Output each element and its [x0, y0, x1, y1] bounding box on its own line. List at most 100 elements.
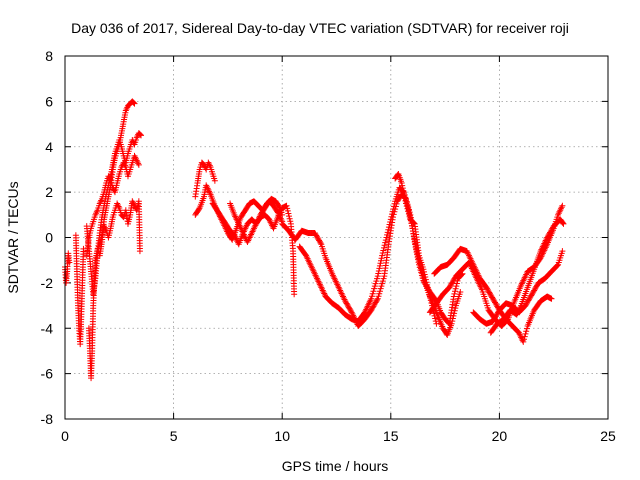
x-tick-label: 0 [61, 428, 69, 444]
data-point [449, 318, 456, 325]
data-point [528, 292, 535, 299]
data-point [430, 310, 437, 317]
y-tick-label: 2 [45, 184, 53, 200]
data-point [344, 301, 351, 308]
data-point [390, 203, 397, 210]
data-point [343, 300, 350, 307]
data-point [284, 205, 291, 212]
x-tick-label: 20 [492, 428, 508, 444]
data-point [452, 285, 459, 292]
data-point [447, 283, 454, 290]
data-point [554, 262, 561, 269]
data-point [382, 237, 389, 244]
data-point [368, 295, 375, 302]
y-tick-label: -2 [41, 275, 54, 291]
data-point [138, 132, 145, 139]
data-point [361, 310, 368, 317]
data-point [287, 218, 294, 225]
data-point [312, 231, 319, 238]
data-point [302, 251, 309, 258]
data-point [485, 288, 492, 295]
data-point [98, 197, 105, 204]
data-point [489, 295, 496, 302]
data-point [97, 198, 104, 205]
data-point [492, 300, 499, 307]
data-point [545, 231, 552, 238]
x-tick-label: 10 [274, 428, 290, 444]
data-point [526, 296, 533, 303]
data-point [379, 252, 386, 259]
data-point [424, 284, 431, 291]
data-point [450, 278, 457, 285]
data-point [451, 310, 458, 317]
data-point [130, 99, 137, 106]
x-tick-label: 25 [600, 428, 616, 444]
data-point [378, 283, 385, 290]
data-point [425, 287, 432, 294]
data-point [427, 297, 434, 304]
data-point [451, 290, 458, 297]
data-point [548, 226, 555, 233]
data-point [490, 317, 497, 324]
data-point [388, 213, 395, 220]
data-point [451, 275, 458, 282]
data-point [490, 297, 497, 304]
data-point [401, 192, 408, 199]
data-point [494, 309, 501, 316]
data-point [453, 280, 460, 287]
data-point [492, 299, 499, 306]
data-point [431, 312, 438, 319]
data-point [403, 200, 410, 207]
x-axis-label: GPS time / hours [282, 458, 389, 474]
data-point [559, 219, 566, 226]
data-point [372, 299, 379, 306]
data-point [346, 305, 353, 312]
data-point [378, 255, 385, 262]
data-point [528, 291, 535, 298]
data-point [314, 235, 321, 242]
chart-title: Day 036 of 2017, Sidereal Day-to-day VTE… [71, 20, 569, 36]
data-point [531, 286, 538, 293]
data-point [378, 257, 385, 264]
data-point [369, 290, 376, 297]
data-point [489, 318, 496, 325]
data-point [136, 248, 143, 255]
data-point [493, 302, 500, 309]
data-point [531, 287, 538, 294]
data-point [525, 297, 532, 304]
data-point [405, 211, 412, 218]
y-tick-label: 8 [45, 48, 53, 64]
data-point [527, 293, 534, 300]
data-point [546, 230, 553, 237]
data-point [211, 177, 218, 184]
data-point [426, 292, 433, 299]
data-point [559, 202, 566, 209]
data-point [549, 225, 556, 232]
data-point [375, 293, 382, 300]
data-point [387, 216, 394, 223]
data-point [520, 338, 527, 345]
data-point [390, 205, 397, 212]
data-point [385, 226, 392, 233]
data-point [286, 213, 293, 220]
data-point [547, 229, 554, 236]
data-point [135, 161, 142, 168]
data-point [375, 270, 382, 277]
tick-labels: 0 5 10 15 20 25 -8 -6 -4 -2 0 2 4 6 8 [41, 48, 616, 444]
data-point [523, 328, 530, 335]
data-point [375, 267, 382, 274]
data-point [389, 208, 396, 215]
data-point [486, 289, 493, 296]
data-point [374, 275, 381, 282]
data-point [523, 325, 530, 332]
data-point [371, 285, 378, 292]
data-point [446, 284, 453, 291]
data-point [383, 234, 390, 241]
data-point [382, 239, 389, 246]
data-point [372, 280, 379, 287]
data-point [131, 100, 138, 107]
data-point [494, 310, 501, 317]
data-point [399, 185, 406, 192]
data-point [368, 293, 375, 300]
